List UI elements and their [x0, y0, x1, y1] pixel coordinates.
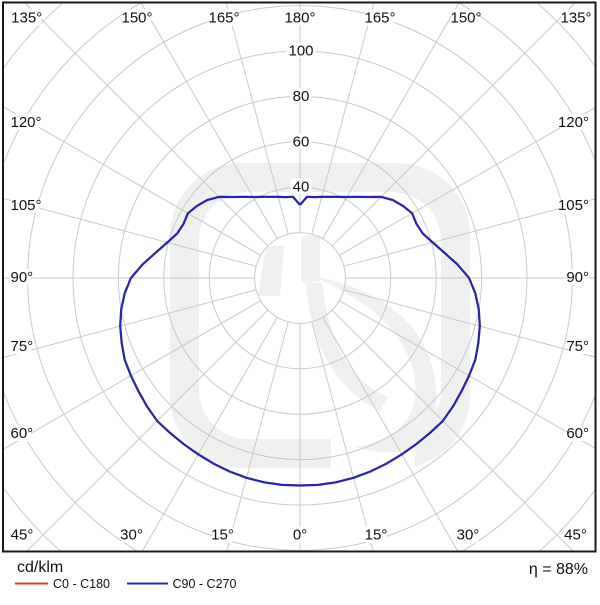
svg-text:15°: 15°: [211, 527, 234, 544]
svg-text:cd/klm: cd/klm: [17, 559, 63, 576]
svg-text:135°: 135°: [11, 10, 42, 27]
svg-text:135°: 135°: [560, 10, 591, 27]
svg-text:15°: 15°: [365, 527, 388, 544]
svg-text:60: 60: [293, 133, 310, 150]
svg-text:105°: 105°: [11, 197, 42, 214]
svg-text:C90 - C270: C90 - C270: [173, 577, 237, 591]
svg-text:45°: 45°: [11, 527, 34, 544]
svg-text:η = 88%: η = 88%: [529, 561, 588, 578]
svg-text:120°: 120°: [558, 114, 589, 131]
svg-text:165°: 165°: [364, 10, 395, 27]
svg-text:75°: 75°: [11, 338, 34, 355]
svg-text:150°: 150°: [121, 10, 152, 27]
svg-text:40: 40: [293, 178, 310, 195]
svg-text:60°: 60°: [566, 425, 589, 442]
svg-text:60°: 60°: [11, 425, 34, 442]
svg-text:100: 100: [288, 42, 313, 59]
svg-text:30°: 30°: [457, 527, 480, 544]
svg-text:105°: 105°: [558, 197, 589, 214]
svg-text:180°: 180°: [284, 10, 315, 27]
svg-text:C0 - C180: C0 - C180: [53, 577, 110, 591]
svg-text:165°: 165°: [208, 10, 239, 27]
svg-text:90°: 90°: [11, 269, 34, 286]
svg-text:45°: 45°: [564, 527, 587, 544]
svg-text:0°: 0°: [293, 527, 307, 544]
svg-text:75°: 75°: [566, 338, 589, 355]
svg-text:80: 80: [293, 88, 310, 105]
svg-text:90°: 90°: [566, 269, 589, 286]
svg-text:30°: 30°: [120, 527, 143, 544]
svg-text:150°: 150°: [450, 10, 481, 27]
svg-text:120°: 120°: [11, 114, 42, 131]
